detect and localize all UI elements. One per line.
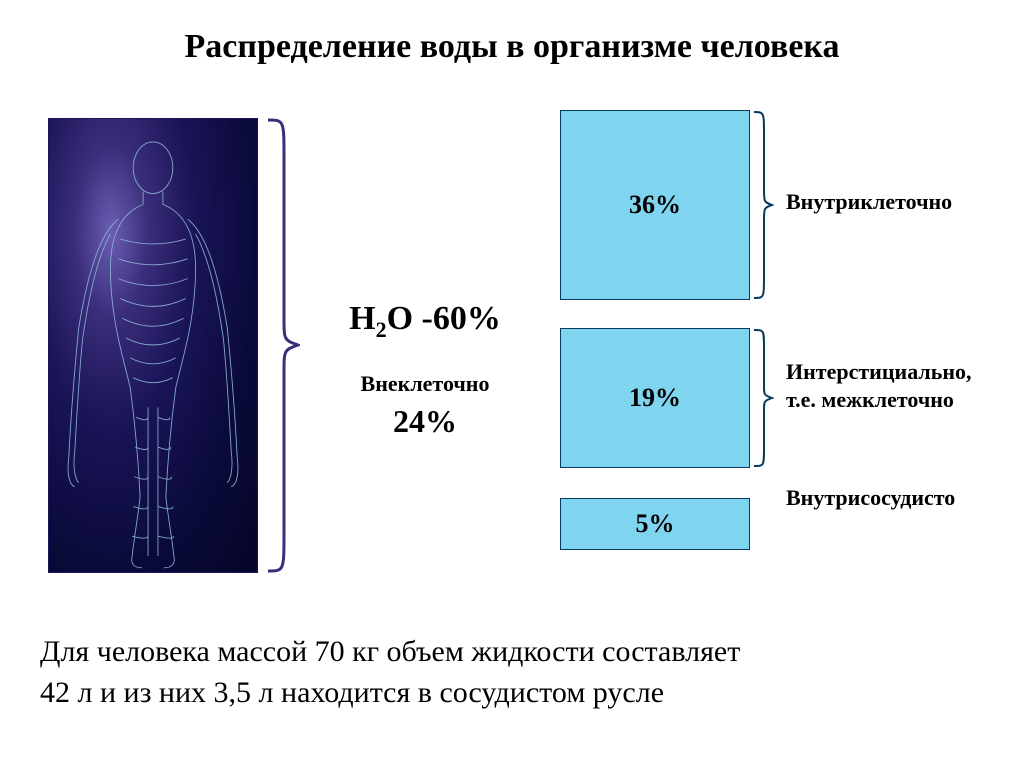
box-intravascular: 5% [560, 498, 750, 550]
h2o-total-label: H2O -60% [300, 300, 550, 343]
brace-interstitial-icon [752, 328, 774, 468]
label-interstitial: Интерстициально, т.е. межклеточно [786, 358, 972, 413]
h2o-sub: 2 [376, 317, 387, 342]
body-figure-panel [48, 118, 258, 573]
box-interstitial-pct: 19% [629, 383, 681, 413]
box-interstitial: 19% [560, 328, 750, 468]
label-intracellular: Внутриклеточно [786, 188, 952, 216]
box-intracellular-pct: 36% [629, 190, 681, 220]
footer-line1: Для человека массой 70 кг объем жидкости… [40, 635, 740, 668]
h2o-h: H [349, 300, 375, 337]
page-title: Распределение воды в организме человека [0, 28, 1024, 66]
footer-text: Для человека массой 70 кг объем жидкости… [40, 632, 984, 713]
brace-intracellular-icon [752, 110, 774, 300]
human-body-outline-icon [49, 119, 257, 572]
large-brace-icon [262, 118, 300, 573]
box-intravascular-pct: 5% [636, 509, 675, 539]
extracellular-label: Внеклеточно [300, 371, 550, 397]
extracellular-pct: 24% [300, 403, 550, 440]
center-summary: H2O -60% Внеклеточно 24% [300, 300, 550, 440]
box-intracellular: 36% [560, 110, 750, 300]
label-intravascular: Внутрисосудисто [786, 484, 955, 512]
footer-line2: 42 л и из них 3,5 л находится в сосудист… [40, 676, 664, 709]
h2o-pct: O -60% [387, 300, 501, 337]
